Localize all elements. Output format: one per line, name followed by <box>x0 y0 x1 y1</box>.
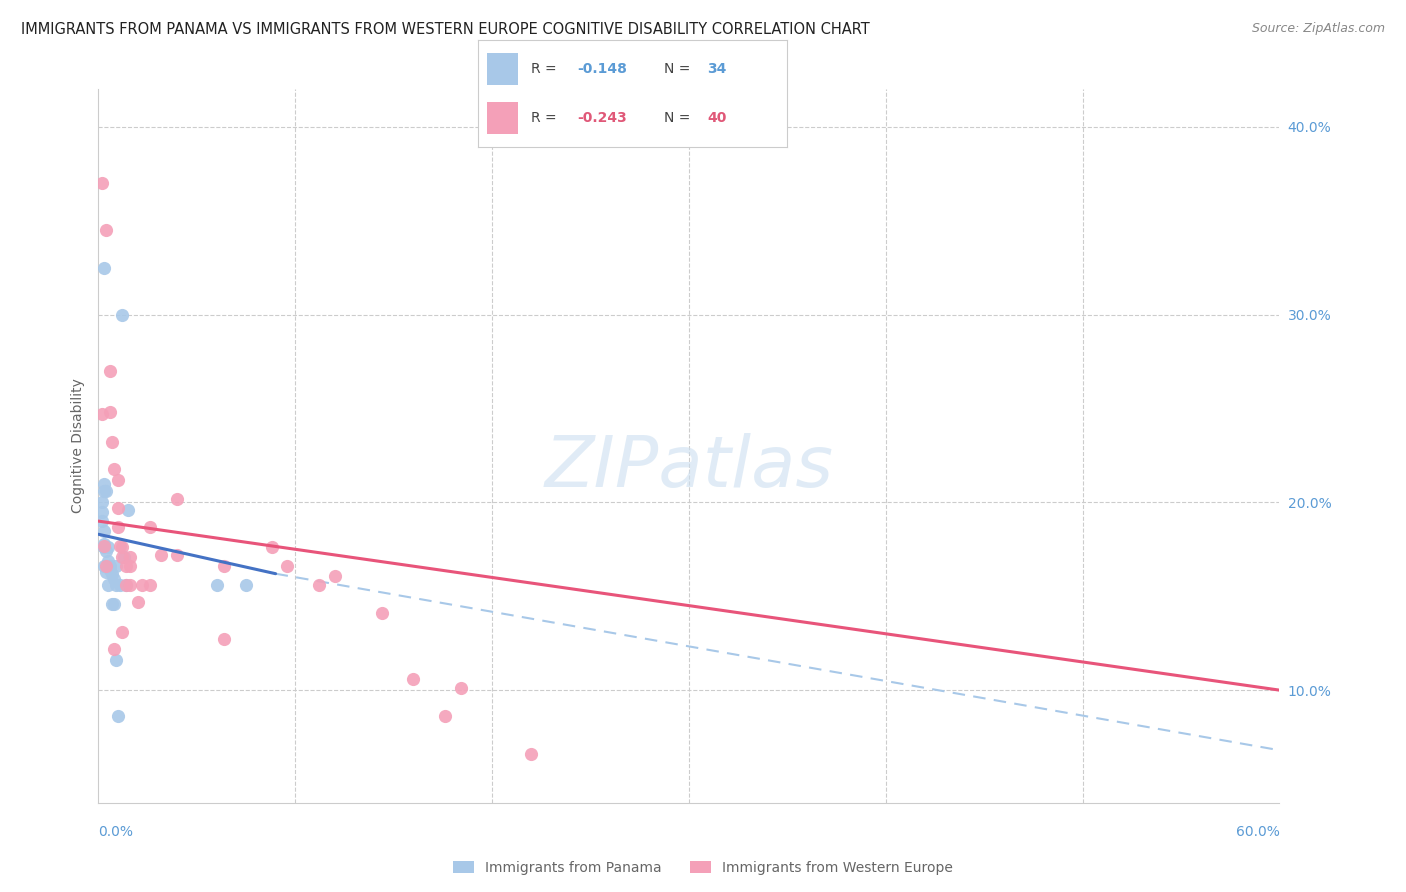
Point <box>105 559 128 574</box>
FancyBboxPatch shape <box>488 103 519 135</box>
Point <box>214 559 236 574</box>
Point <box>105 578 128 592</box>
Point <box>111 624 134 639</box>
Point <box>235 578 257 592</box>
Point <box>93 539 115 553</box>
Text: 40: 40 <box>707 112 727 125</box>
Point <box>93 476 115 491</box>
Y-axis label: Cognitive Disability: Cognitive Disability <box>70 378 84 514</box>
Point <box>98 364 121 378</box>
Point <box>93 536 115 550</box>
Text: -0.243: -0.243 <box>576 112 627 125</box>
Text: ZIPatlas: ZIPatlas <box>544 433 834 502</box>
Point <box>107 473 129 487</box>
Point <box>205 578 228 592</box>
Point <box>402 672 425 686</box>
Point <box>103 597 125 611</box>
Point <box>127 595 149 609</box>
Point <box>111 549 134 564</box>
Text: 0.0%: 0.0% <box>98 825 134 839</box>
Point <box>108 539 131 553</box>
Point <box>433 709 456 723</box>
Point <box>166 548 188 562</box>
Point <box>98 563 121 577</box>
Point <box>93 559 115 574</box>
Point <box>93 484 115 499</box>
Point <box>96 544 118 558</box>
Point <box>93 524 115 538</box>
Point <box>118 559 141 574</box>
Text: Source: ZipAtlas.com: Source: ZipAtlas.com <box>1251 22 1385 36</box>
Point <box>112 549 135 564</box>
Point <box>371 606 394 620</box>
Point <box>308 578 330 592</box>
Text: R =: R = <box>530 112 561 125</box>
Point <box>520 747 543 761</box>
Point <box>107 500 129 515</box>
Point <box>93 541 115 555</box>
Point <box>115 578 138 592</box>
Point <box>103 461 125 475</box>
Point <box>260 541 283 555</box>
Point <box>93 260 115 275</box>
Text: IMMIGRANTS FROM PANAMA VS IMMIGRANTS FROM WESTERN EUROPE COGNITIVE DISABILITY CO: IMMIGRANTS FROM PANAMA VS IMMIGRANTS FRO… <box>21 22 870 37</box>
Point <box>150 548 173 562</box>
Point <box>91 514 114 528</box>
Point <box>118 549 141 564</box>
Point <box>111 541 134 555</box>
FancyBboxPatch shape <box>488 53 519 85</box>
Text: R =: R = <box>530 62 561 76</box>
Point <box>131 578 153 592</box>
Text: N =: N = <box>664 112 695 125</box>
Point <box>107 520 129 534</box>
Point <box>166 491 188 506</box>
Point <box>138 578 160 592</box>
Point <box>91 176 114 190</box>
Point <box>111 308 134 322</box>
Point <box>115 559 138 574</box>
Point <box>115 578 138 592</box>
Point <box>93 541 115 555</box>
Text: -0.148: -0.148 <box>576 62 627 76</box>
Point <box>91 495 114 509</box>
Legend: Immigrants from Panama, Immigrants from Western Europe: Immigrants from Panama, Immigrants from … <box>449 855 957 880</box>
Point <box>91 407 114 421</box>
Point <box>103 641 125 656</box>
Point <box>103 572 125 586</box>
Point <box>105 653 128 667</box>
Text: 60.0%: 60.0% <box>1236 825 1279 839</box>
Point <box>101 435 124 450</box>
Point <box>96 484 118 499</box>
Point <box>96 559 118 574</box>
Point <box>97 578 120 592</box>
Point <box>101 566 124 581</box>
Point <box>98 405 121 419</box>
Text: N =: N = <box>664 62 695 76</box>
Point <box>117 503 139 517</box>
Point <box>107 709 129 723</box>
Point <box>323 568 346 582</box>
Point <box>97 553 120 567</box>
Point <box>214 632 236 647</box>
Point <box>108 578 131 592</box>
Point <box>98 559 121 574</box>
Text: 34: 34 <box>707 62 727 76</box>
Point <box>101 597 124 611</box>
Point <box>96 565 118 579</box>
Point <box>450 681 472 696</box>
Point <box>96 223 118 237</box>
Point <box>91 505 114 519</box>
Point <box>97 541 120 555</box>
Point <box>276 559 298 574</box>
Point <box>118 578 141 592</box>
Point <box>138 520 160 534</box>
